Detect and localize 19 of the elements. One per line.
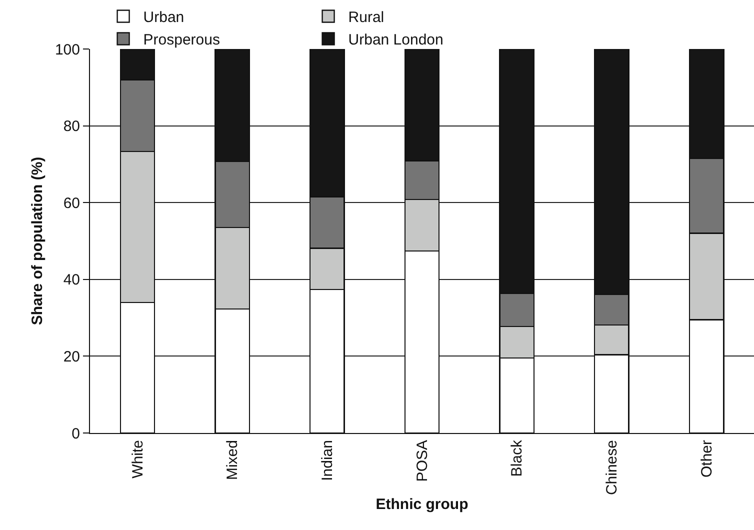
y-tick-label: 0 [72, 425, 80, 442]
legend-label: Rural [348, 9, 384, 26]
legend-label: Urban [143, 9, 184, 26]
y-tick-label: 60 [63, 194, 80, 212]
y-axis-title: Share of population (%) [29, 156, 46, 326]
legend-label: Urban London [348, 32, 444, 49]
y-tick-label: 40 [63, 272, 80, 289]
x-tick-label: Other [698, 440, 716, 478]
y-tick-label: 80 [63, 118, 80, 136]
x-tick-label: POSA [414, 440, 431, 482]
legend-label: Prosperous [143, 32, 220, 49]
y-tick-label: 100 [54, 41, 80, 58]
x-tick-label: Chinese [604, 440, 621, 496]
x-tick-label: Indian [319, 440, 336, 481]
x-tick-label: Mixed [224, 440, 242, 480]
y-tick-label: 20 [63, 348, 80, 366]
x-axis-title: Ethnic group [376, 496, 468, 514]
x-tick-label: Black [508, 440, 526, 477]
x-tick-label: White [129, 440, 146, 478]
